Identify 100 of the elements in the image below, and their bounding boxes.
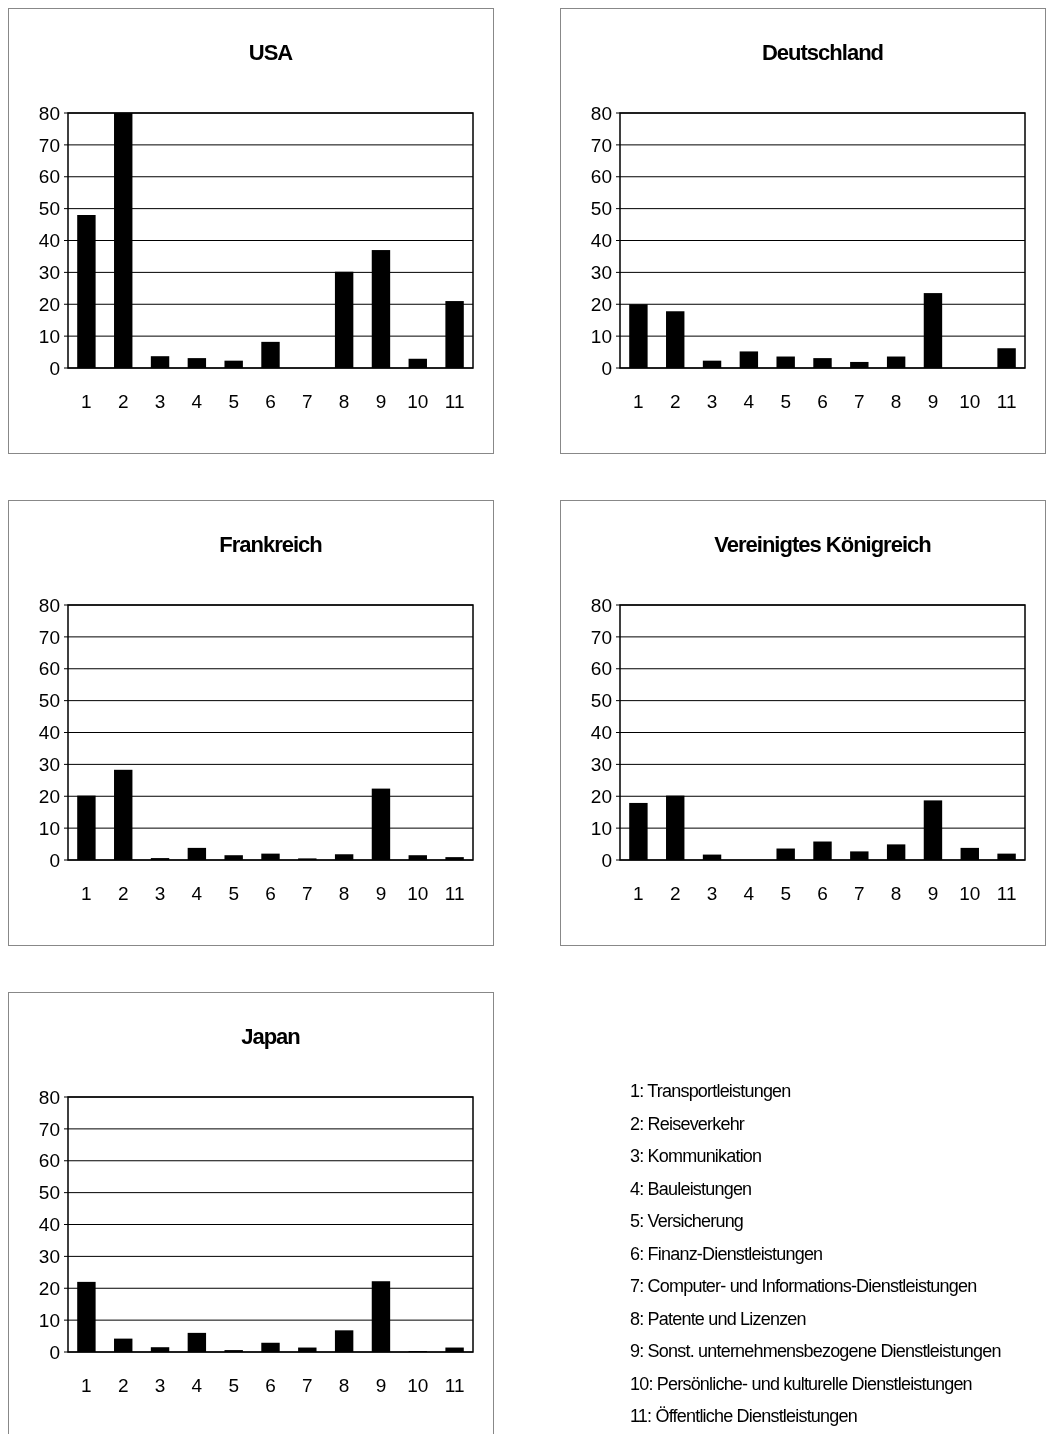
x-tick-label: 4 [191, 1375, 203, 1396]
chart-title: Deutschland [761, 40, 884, 65]
x-tick-label: 7 [302, 1375, 313, 1396]
x-tick-label: 7 [854, 391, 865, 412]
x-tick-label: 8 [338, 1375, 350, 1396]
x-tick-label: 2 [669, 883, 681, 904]
x-tick-label: 3 [706, 883, 718, 904]
x-tick-label: 3 [154, 883, 166, 904]
x-tick-label: 5 [228, 391, 239, 412]
text: 8: Patente und Lizenzen [630, 1308, 806, 1329]
y-tick-label: 60 [38, 166, 60, 188]
y-tick-label: 10 [38, 817, 60, 839]
x-tick-label: 2 [669, 391, 681, 412]
x-tick-label: 9 [375, 1375, 387, 1396]
x-tick-label: 9 [375, 391, 387, 412]
y-tick-label: 30 [38, 262, 60, 284]
x-tick-label: 11 [444, 1375, 465, 1396]
y-tick-label: 70 [38, 1118, 60, 1140]
y-tick-label: 30 [38, 754, 60, 776]
x-tick-label: 9 [375, 883, 387, 904]
y-tick-label: 50 [590, 198, 612, 220]
text: 11: Öffentliche Dienstleistungen [630, 1406, 857, 1426]
x-tick-label: 1 [81, 883, 92, 904]
y-tick-label: 40 [38, 722, 60, 744]
y-tick-label: 50 [38, 1182, 60, 1204]
y-tick-label: 80 [590, 594, 612, 616]
x-tick-label: 11 [444, 883, 465, 904]
text: 9: Sonst. unternehmensbezogene Dienstleistungen [630, 1341, 1001, 1361]
x-tick-label: 4 [743, 391, 755, 412]
x-tick-label: 7 [302, 883, 313, 904]
y-tick-label: 20 [590, 293, 612, 315]
chart-title: USA [248, 40, 294, 65]
x-tick-label: 10 [407, 1375, 429, 1396]
x-tick-label: 7 [302, 391, 313, 412]
x-tick-label: 3 [154, 1375, 166, 1396]
x-tick-label: 6 [817, 883, 828, 904]
x-tick-label: 5 [780, 391, 791, 412]
x-tick-label: 6 [265, 883, 276, 904]
text: 5: Versicherung [630, 1211, 744, 1231]
y-tick-label: 40 [590, 722, 612, 744]
x-tick-label: 2 [117, 391, 129, 412]
x-tick-label: 11 [444, 391, 465, 412]
y-tick-label: 10 [38, 325, 60, 347]
y-tick-label: 60 [590, 658, 612, 680]
y-tick-label: 50 [38, 690, 60, 712]
y-tick-label: 50 [38, 198, 60, 220]
y-tick-label: 20 [38, 293, 60, 315]
text: 1: Transportleistungen [630, 1081, 791, 1101]
y-tick-label: 70 [590, 626, 612, 648]
x-tick-label: 7 [854, 883, 865, 904]
x-tick-label: 5 [228, 883, 239, 904]
x-tick-label: 10 [407, 391, 429, 412]
x-tick-label: 1 [81, 391, 92, 412]
y-tick-label: 70 [38, 626, 60, 648]
x-tick-label: 9 [927, 883, 939, 904]
y-tick-label: 30 [590, 754, 612, 776]
y-tick-label: 80 [590, 102, 612, 124]
text: 10: Persönliche- und kulturelle Dienstleistungen [630, 1373, 972, 1394]
y-tick-label: 80 [38, 594, 60, 616]
x-tick-label: 8 [890, 883, 902, 904]
text: 6: Finanz-Dienstleistungen [630, 1243, 823, 1264]
x-tick-label: 10 [407, 883, 429, 904]
x-tick-label: 1 [633, 883, 644, 904]
y-tick-label: 40 [38, 230, 60, 252]
x-tick-label: 5 [780, 883, 791, 904]
x-tick-label: 1 [81, 1375, 92, 1396]
y-tick-label: 10 [590, 325, 612, 347]
x-tick-label: 3 [154, 391, 166, 412]
y-tick-label: 0 [49, 357, 60, 379]
y-tick-label: 40 [590, 230, 612, 252]
x-tick-label: 5 [228, 1375, 239, 1396]
chart-title: Vereinigtes Königreich [714, 532, 932, 557]
y-tick-label: 20 [590, 785, 612, 807]
x-tick-label: 4 [743, 883, 755, 904]
x-tick-label: 9 [927, 391, 939, 412]
y-tick-label: 60 [38, 658, 60, 680]
x-tick-label: 8 [338, 883, 350, 904]
x-tick-label: 1 [633, 391, 644, 412]
y-tick-label: 70 [38, 134, 60, 156]
y-tick-label: 30 [38, 1246, 60, 1268]
y-tick-label: 30 [590, 262, 612, 284]
x-tick-label: 6 [265, 391, 276, 412]
x-tick-label: 6 [265, 1375, 276, 1396]
y-tick-label: 0 [49, 849, 60, 871]
y-tick-label: 10 [590, 817, 612, 839]
y-tick-label: 80 [38, 1086, 60, 1108]
text: 3: Kommunikation [630, 1146, 762, 1166]
y-tick-label: 0 [49, 1341, 60, 1363]
text: 2: Reiseverkehr [630, 1113, 745, 1134]
y-tick-label: 20 [38, 785, 60, 807]
x-tick-label: 4 [191, 391, 203, 412]
y-tick-label: 40 [38, 1214, 60, 1236]
x-tick-label: 6 [817, 391, 828, 412]
x-tick-label: 8 [890, 391, 902, 412]
chart-title: Japan [241, 1024, 301, 1049]
y-tick-label: 70 [590, 134, 612, 156]
x-tick-label: 10 [959, 391, 981, 412]
y-tick-label: 20 [38, 1277, 60, 1299]
x-tick-label: 4 [191, 883, 203, 904]
x-tick-label: 8 [338, 391, 350, 412]
